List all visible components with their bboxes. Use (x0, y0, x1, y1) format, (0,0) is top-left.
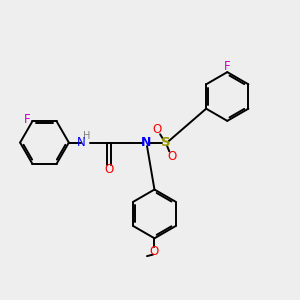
Text: F: F (24, 112, 30, 126)
Text: N: N (141, 136, 151, 149)
Text: N: N (77, 136, 86, 149)
Text: O: O (152, 123, 162, 136)
Text: O: O (150, 245, 159, 258)
Text: F: F (224, 60, 231, 73)
Text: O: O (104, 163, 114, 176)
Text: O: O (167, 150, 177, 163)
Text: H: H (83, 131, 90, 141)
Text: S: S (160, 136, 170, 149)
